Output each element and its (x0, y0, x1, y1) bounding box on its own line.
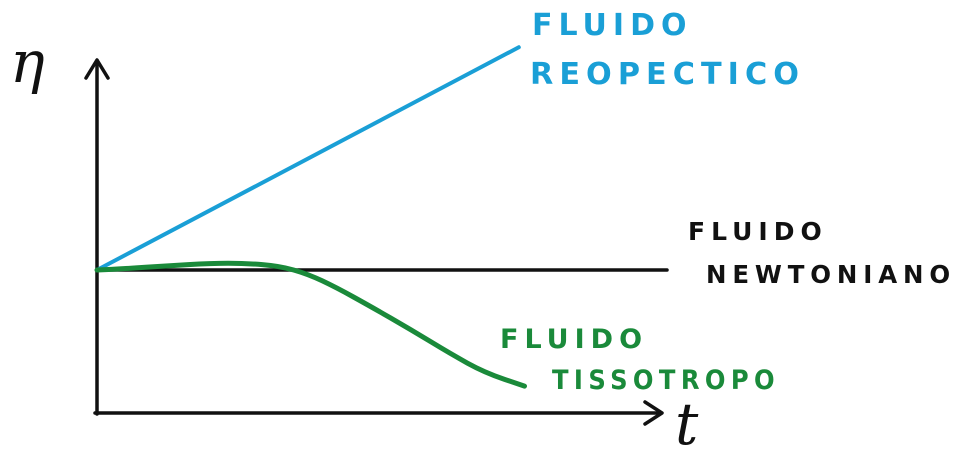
series-label-newtoniano-line2: NEWTONIANO (706, 260, 956, 289)
series-label-reopectico-line1: FLUIDO (532, 8, 692, 43)
x-axis-arrowhead (643, 400, 664, 426)
series-label-newtoniano-line1: FLUIDO (688, 217, 828, 246)
series-label-tissotropo-line2: TISSOTROPO (552, 365, 780, 396)
series-label-tissotropo-line1: FLUIDO (500, 324, 648, 355)
y-axis-label: η (10, 28, 45, 96)
series-line-tissotropo (94, 260, 527, 389)
y-axis-arrowhead (84, 58, 110, 80)
x-axis-label: t (675, 390, 699, 451)
series-line-reopectico (95, 45, 521, 272)
series-label-reopectico-line2: REOPECTICO (530, 57, 805, 92)
